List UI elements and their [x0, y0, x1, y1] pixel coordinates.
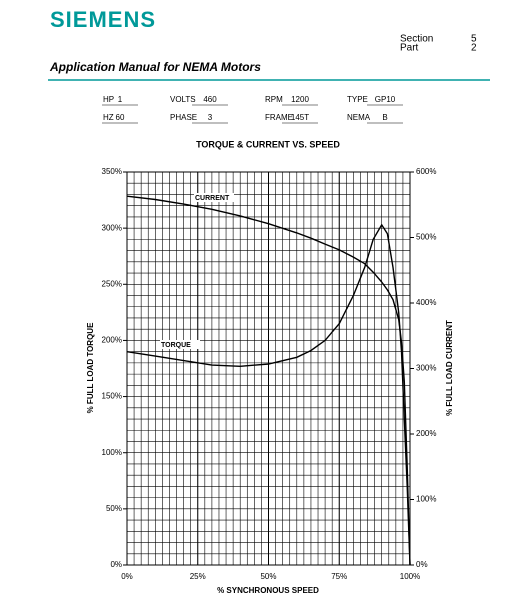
x-tick-label: 0%: [121, 572, 133, 581]
spec-label: HP: [103, 95, 114, 104]
x-axis-label: % SYNCHRONOUS SPEED: [217, 586, 319, 595]
brand: SIEMENS: [50, 7, 156, 32]
y-tick-label: 50%: [106, 504, 122, 513]
label-bg: [194, 193, 234, 202]
part-value: 2: [471, 43, 477, 54]
y-tick-label: 150%: [102, 392, 122, 401]
y2-axis-label: % FULL LOAD CURRENT: [445, 320, 454, 416]
series-label: CURRENT: [195, 195, 230, 202]
spec-value: 460: [203, 95, 217, 104]
spec-value: 3: [208, 113, 213, 122]
spec-label: FRAME: [265, 113, 293, 122]
y2-tick-label: 200%: [416, 429, 436, 438]
y2-tick-label: 300%: [416, 364, 436, 373]
spec-label: TYPE: [347, 95, 368, 104]
y-tick-label: 200%: [102, 336, 122, 345]
y2-tick-label: 0%: [416, 560, 428, 569]
spec-label: VOLTS: [170, 95, 196, 104]
y-axis-label: % FULL LOAD TORQUE: [86, 322, 95, 413]
spec-label: PHASE: [170, 113, 197, 122]
y-tick-label: 250%: [102, 279, 122, 288]
chart-title: TORQUE & CURRENT VS. SPEED: [196, 139, 340, 149]
y-tick-label: 0%: [110, 560, 122, 569]
x-tick-label: 25%: [190, 572, 206, 581]
series-label: TORQUE: [161, 342, 191, 349]
y-tick-label: 350%: [102, 167, 122, 176]
spec-label: HZ: [103, 113, 114, 122]
manual-title: Application Manual for NEMA Motors: [49, 60, 261, 74]
spec-value: B: [382, 113, 387, 122]
y-tick-label: 300%: [102, 223, 122, 232]
x-tick-label: 75%: [331, 572, 347, 581]
spec-label: RPM: [265, 95, 283, 104]
part-label: Part: [400, 43, 419, 54]
section-value: 5: [471, 34, 477, 45]
x-tick-label: 100%: [400, 572, 420, 581]
spec-value: 145T: [291, 113, 309, 122]
section-label: Section: [400, 34, 433, 45]
spec-value: 60: [116, 113, 125, 122]
series-line: [126, 195, 411, 566]
y-tick-label: 100%: [102, 448, 122, 457]
spec-value: GP10: [375, 95, 396, 104]
y2-tick-label: 600%: [416, 167, 436, 176]
label-bg: [160, 340, 200, 349]
y2-tick-label: 400%: [416, 298, 436, 307]
spec-value: 1200: [291, 95, 309, 104]
y2-tick-label: 500%: [416, 233, 436, 242]
spec-value: 1: [118, 95, 123, 104]
y2-tick-label: 100%: [416, 495, 436, 504]
x-tick-label: 50%: [260, 572, 276, 581]
spec-label: NEMA: [347, 113, 371, 122]
